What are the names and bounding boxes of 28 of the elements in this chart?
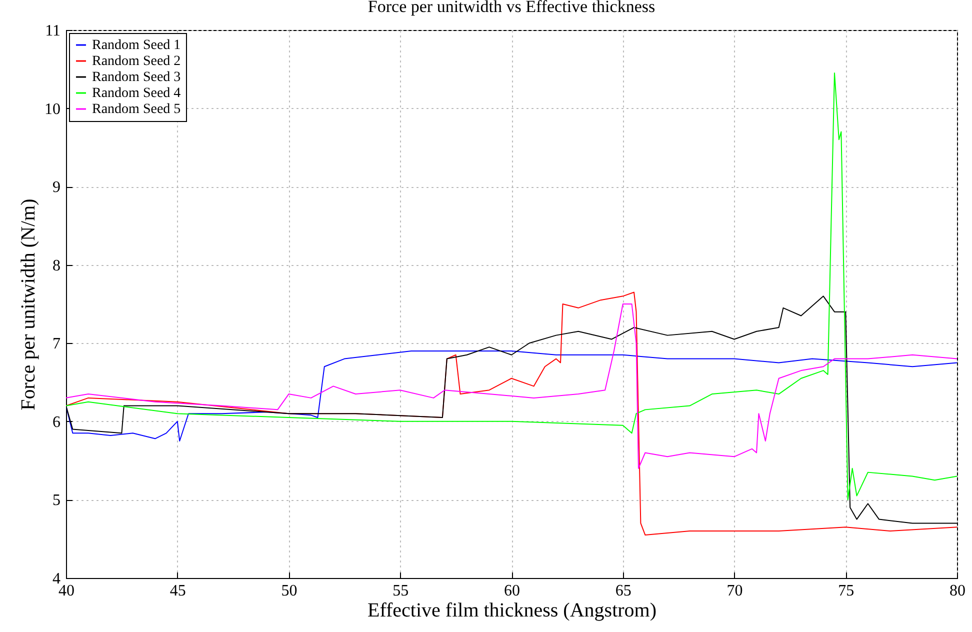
y-tick-label: 5 <box>52 492 60 510</box>
x-tick-label: 80 <box>950 582 966 600</box>
y-axis-title: Force per unitwidth (N/m) <box>18 198 40 410</box>
x-tick-label: 50 <box>281 582 298 600</box>
y-tick-label: 10 <box>44 100 60 118</box>
y-tick-label: 8 <box>52 257 60 274</box>
x-tick-label: 45 <box>170 582 186 600</box>
x-tick-label: 75 <box>838 582 854 600</box>
line-series <box>66 304 957 469</box>
line-series <box>66 350 957 442</box>
y-tick-label: 6 <box>52 414 60 431</box>
x-tick-label: 70 <box>726 582 743 600</box>
chart-title: Force per unitwidth vs Effective thickness <box>368 0 656 16</box>
x-tick-label: 40 <box>58 582 74 600</box>
line-series <box>66 72 957 500</box>
legend-label: Random Seed 1 <box>92 38 181 53</box>
y-tick-label: 11 <box>45 22 60 40</box>
legend-label: Random Seed 3 <box>92 70 181 85</box>
x-tick-label: 60 <box>504 582 520 600</box>
legend-label: Random Seed 2 <box>92 54 181 69</box>
y-tick-label: 4 <box>52 570 60 588</box>
x-tick-label: 55 <box>392 582 409 600</box>
x-axis-title: Effective film thickness (Angstrom) <box>367 600 657 622</box>
y-tick-label: 9 <box>52 179 60 196</box>
y-tick-label: 7 <box>52 336 60 353</box>
x-tick-label: 65 <box>615 582 632 600</box>
legend-label: Random Seed 4 <box>92 86 181 101</box>
legend-label: Random Seed 5 <box>92 102 181 117</box>
